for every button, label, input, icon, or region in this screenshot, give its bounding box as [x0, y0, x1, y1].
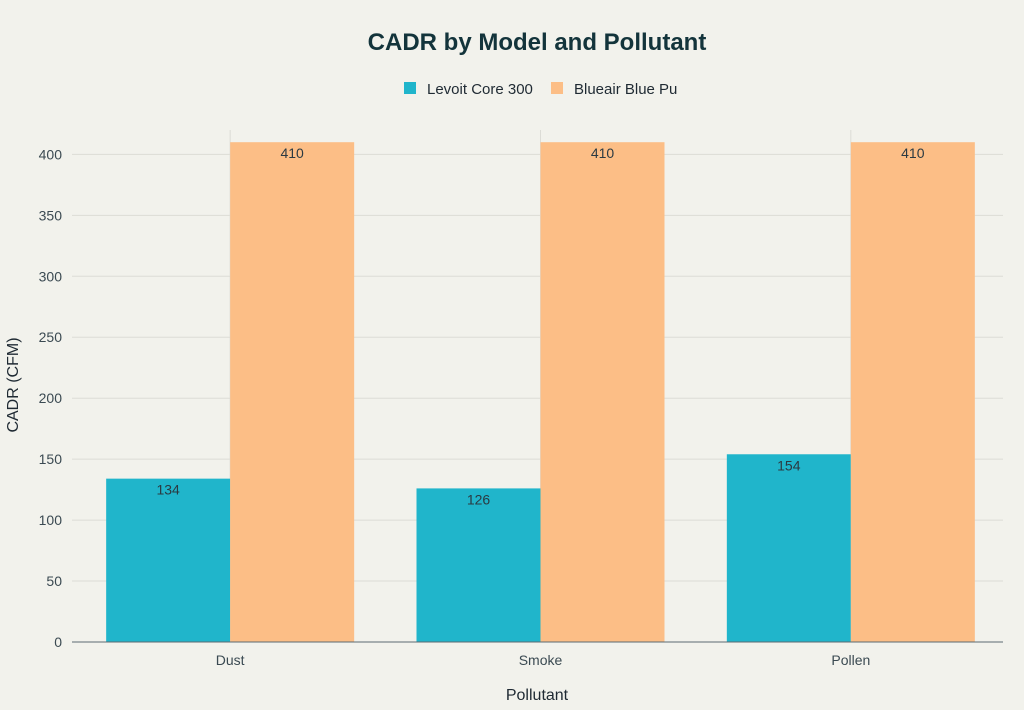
x-tick-label: Smoke	[519, 652, 563, 668]
legend-swatch	[404, 82, 416, 94]
y-tick-label: 350	[39, 207, 63, 223]
x-tick-label: Pollen	[831, 652, 870, 668]
bar-pollen-series-2	[850, 142, 975, 642]
y-axis-ticks: 0 50 100 150 200 250 300 350 400	[39, 146, 63, 650]
bar-value-label: 134	[156, 482, 180, 498]
x-tick-label: Dust	[216, 652, 245, 668]
bar-dust-series-2	[230, 142, 355, 642]
chart-title: CADR by Model and Pollutant	[368, 29, 707, 56]
bar-value-label: 410	[591, 145, 615, 161]
x-axis-ticks: Dust Smoke Pollen	[216, 652, 871, 668]
y-tick-label: 400	[39, 146, 63, 162]
y-tick-label: 250	[39, 329, 63, 345]
y-tick-label: 150	[39, 451, 63, 467]
y-tick-label: 100	[39, 512, 63, 528]
y-tick-label: 0	[54, 634, 62, 650]
bar-value-label: 410	[901, 145, 925, 161]
bar-smoke-series-1	[416, 488, 541, 642]
bar-dust-series-1	[106, 478, 231, 642]
bar-pollen-series-1	[726, 454, 851, 642]
y-axis-title: CADR (CFM)	[5, 337, 22, 432]
bar-value-label: 154	[777, 457, 801, 473]
legend-swatch	[551, 82, 563, 94]
legend: Levoit Core 300 Blueair Blue Pu	[404, 81, 677, 98]
y-tick-label: 300	[39, 268, 63, 284]
legend-label: Levoit Core 300	[427, 81, 533, 98]
y-tick-label: 200	[39, 390, 63, 406]
bar-value-label: 410	[280, 145, 304, 161]
bar-value-label: 126	[467, 491, 491, 507]
x-axis-title: Pollutant	[506, 687, 569, 704]
legend-label: Blueair Blue Pu	[574, 81, 677, 98]
bar-smoke-series-2	[540, 142, 665, 642]
bar-labels: 134 410 126 410 154 410	[156, 145, 924, 507]
y-tick-label: 50	[46, 573, 62, 589]
bars	[106, 142, 975, 642]
